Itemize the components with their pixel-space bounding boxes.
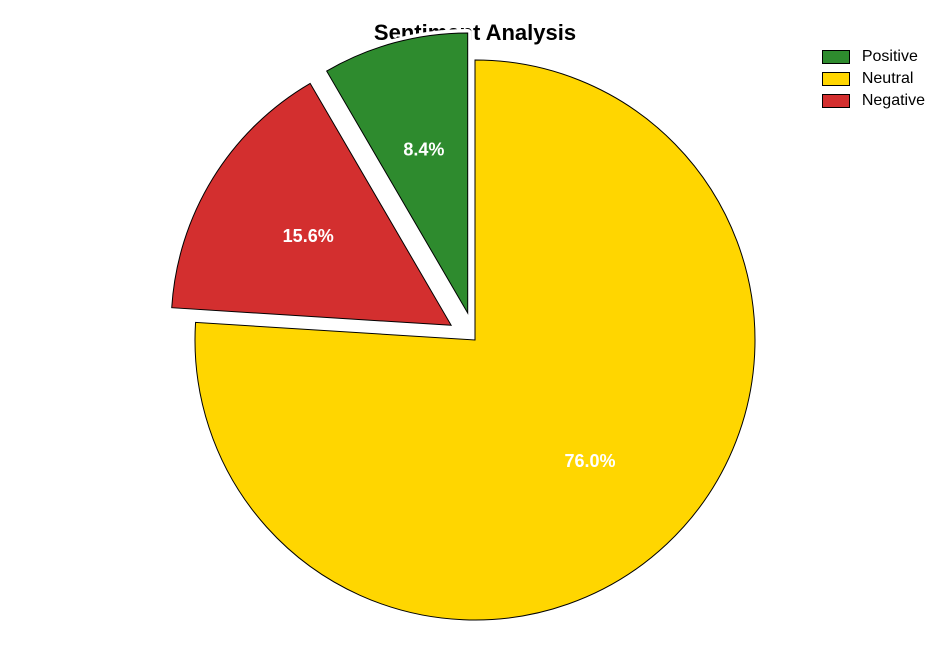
- legend-label-neutral: Neutral: [862, 70, 914, 88]
- legend-item-negative: Negative: [822, 92, 925, 110]
- legend-item-positive: Positive: [822, 48, 925, 66]
- pie-chart-container: Sentiment Analysis 76.0%15.6%8.4% Positi…: [0, 0, 950, 662]
- legend-swatch-negative: [822, 94, 850, 108]
- legend: Positive Neutral Negative: [822, 48, 925, 114]
- slice-label-negative: 15.6%: [283, 226, 334, 246]
- legend-label-negative: Negative: [862, 92, 925, 110]
- slice-label-positive: 8.4%: [403, 140, 444, 160]
- legend-swatch-positive: [822, 50, 850, 64]
- slice-label-neutral: 76.0%: [564, 451, 615, 471]
- legend-item-neutral: Neutral: [822, 70, 925, 88]
- legend-swatch-neutral: [822, 72, 850, 86]
- legend-label-positive: Positive: [862, 48, 918, 66]
- pie-svg: 76.0% 15.6% 8.4%: [0, 0, 950, 662]
